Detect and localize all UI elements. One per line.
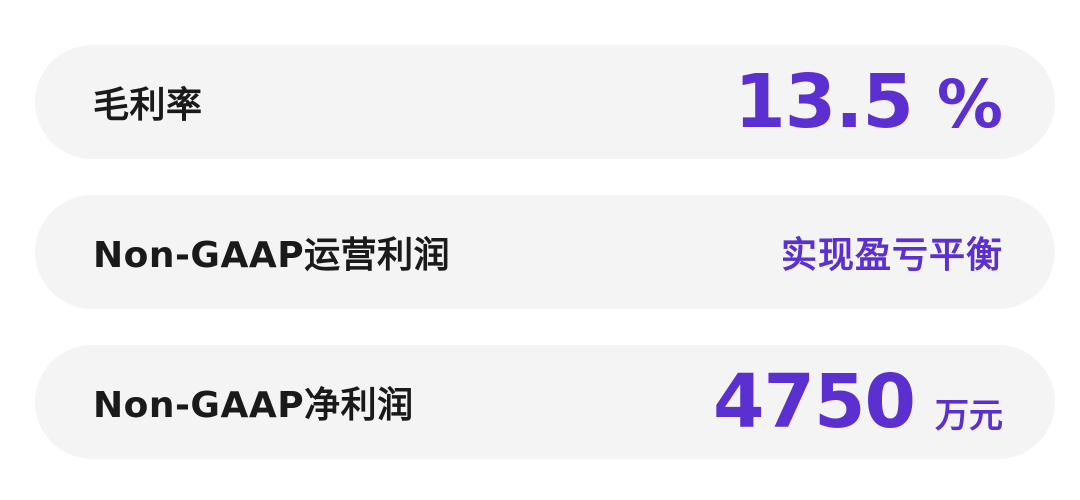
metric-value: 实现盈亏平衡 [780,235,1003,276]
metric-number: 4750 [713,359,916,445]
metric-card-operating-profit: Non-GAAP运营利润 实现盈亏平衡 [35,195,1055,309]
metric-label: 毛利率 [93,85,203,126]
metric-label: Non-GAAP净利润 [93,385,414,426]
metric-unit: % [936,66,1003,143]
metric-value: 13.5 % [734,59,1003,145]
metric-card-net-profit: Non-GAAP净利润 4750 万元 [35,345,1055,459]
metric-number: 13.5 [734,59,914,145]
metric-value: 4750 万元 [713,359,1003,445]
metric-unit: 万元 [935,396,1003,436]
metric-label: Non-GAAP运营利润 [93,235,451,276]
metric-card-gross-margin: 毛利率 13.5 % [35,45,1055,159]
